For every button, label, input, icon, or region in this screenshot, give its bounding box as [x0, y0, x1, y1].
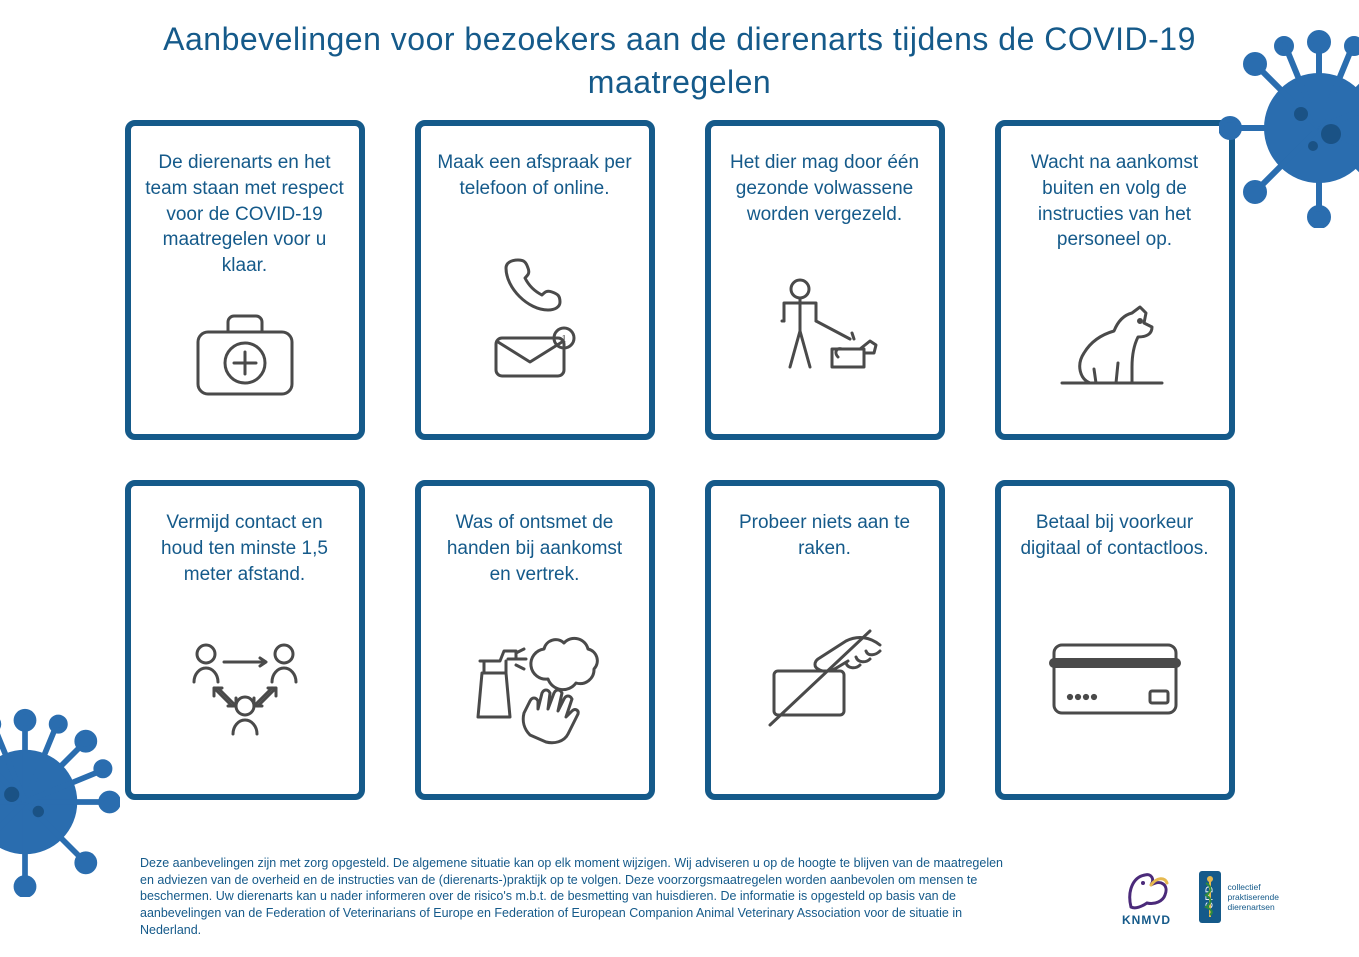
dog-sitting-icon	[1015, 261, 1215, 424]
knmvd-label: KNMVD	[1122, 913, 1171, 927]
card-text: Betaal bij voorkeur digitaal of contactl…	[1015, 510, 1215, 561]
cpd-logo: CPD collectief praktiserende dierenartse…	[1199, 871, 1279, 923]
card-text: Vermijd contact en houd ten minste 1,5 m…	[145, 510, 345, 587]
page-title: Aanbevelingen voor bezoekers aan de dier…	[0, 0, 1359, 114]
no-touch-icon	[725, 570, 925, 785]
first-aid-kit-icon	[145, 287, 345, 425]
card-vet-ready: De dierenarts en het team staan met resp…	[125, 120, 365, 440]
knmvd-logo: KNMVD	[1121, 867, 1171, 927]
card-wait-outside: Wacht na aankomst buiten en volg de inst…	[995, 120, 1235, 440]
cpd-snake-icon	[1201, 875, 1219, 919]
svg-text:1: 1	[561, 333, 567, 345]
disclaimer-text: Deze aanbevelingen zijn met zorg opgeste…	[140, 855, 1010, 939]
virus-icon	[0, 707, 120, 897]
card-text: De dierenarts en het team staan met resp…	[145, 150, 345, 278]
knmvd-logo-icon	[1121, 867, 1171, 911]
person-with-dog-icon	[725, 235, 925, 424]
card-no-touch: Probeer niets aan te raken.	[705, 480, 945, 800]
card-text: Was of ontsmet de handen bij aankomst en…	[435, 510, 635, 587]
card-text: Maak een afspraak per telefoon of online…	[435, 150, 635, 201]
cpd-label: collectief praktiserende dierenartsen	[1227, 882, 1279, 913]
wash-hands-icon	[435, 595, 635, 784]
card-text: Probeer niets aan te raken.	[725, 510, 925, 561]
logos: KNMVD CPD collectief praktiserende diere…	[1121, 867, 1279, 927]
card-pay-contactless: Betaal bij voorkeur digitaal of contactl…	[995, 480, 1235, 800]
card-wash-hands: Was of ontsmet de handen bij aankomst en…	[415, 480, 655, 800]
cpd-line2: praktiserende	[1227, 892, 1279, 902]
credit-card-icon	[1015, 570, 1215, 785]
card-one-adult: Het dier mag door één gezonde volwassene…	[705, 120, 945, 440]
social-distance-icon	[145, 595, 345, 784]
card-text: Het dier mag door één gezonde volwassene…	[725, 150, 925, 227]
card-appointment: Maak een afspraak per telefoon of online…	[415, 120, 655, 440]
card-text: Wacht na aankomst buiten en volg de inst…	[1015, 150, 1215, 253]
footer: Deze aanbevelingen zijn met zorg opgeste…	[140, 855, 1319, 939]
phone-mail-icon: 1	[435, 210, 635, 425]
card-distance: Vermijd contact en houd ten minste 1,5 m…	[125, 480, 365, 800]
cpd-line3: dierenartsen	[1227, 902, 1279, 912]
virus-icon	[1219, 28, 1359, 228]
cards-grid: De dierenarts en het team staan met resp…	[0, 114, 1359, 800]
cpd-line1: collectief	[1227, 882, 1279, 892]
